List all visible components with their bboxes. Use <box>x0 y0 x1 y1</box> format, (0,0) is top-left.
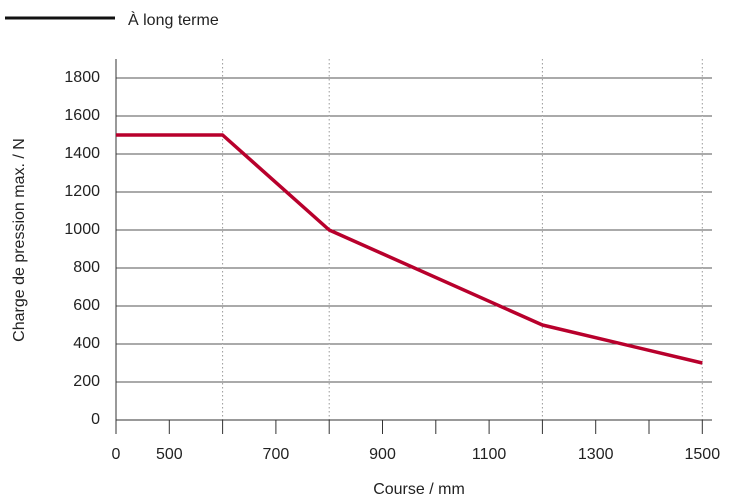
y-tick-label: 1000 <box>64 221 100 238</box>
x-tick-label: 500 <box>156 446 183 463</box>
series-line <box>116 133 703 365</box>
y-tick-label: 800 <box>73 259 100 276</box>
x-tick-label: 0 <box>112 446 121 463</box>
y-tick-label: 1800 <box>64 69 100 86</box>
y-tick-label: 1400 <box>64 145 100 162</box>
legend-label: À long terme <box>128 10 219 29</box>
x-tick-label: 900 <box>369 446 396 463</box>
x-tick-label: 1100 <box>472 446 507 463</box>
y-tick-label: 1600 <box>64 107 100 124</box>
x-axis-label: Course / mm <box>373 481 465 498</box>
y-tick-label: 400 <box>73 335 100 352</box>
y-axis-label: Charge de pression max. / N <box>11 138 28 342</box>
y-tick-label: 0 <box>91 411 100 428</box>
y-tick-label: 200 <box>73 373 100 390</box>
x-tick-label: 700 <box>263 446 290 463</box>
x-tick-label: 1500 <box>685 446 721 463</box>
y-tick-label: 600 <box>73 297 100 314</box>
x-tick-label: 1300 <box>578 446 614 463</box>
y-tick-label: 1200 <box>64 183 100 200</box>
